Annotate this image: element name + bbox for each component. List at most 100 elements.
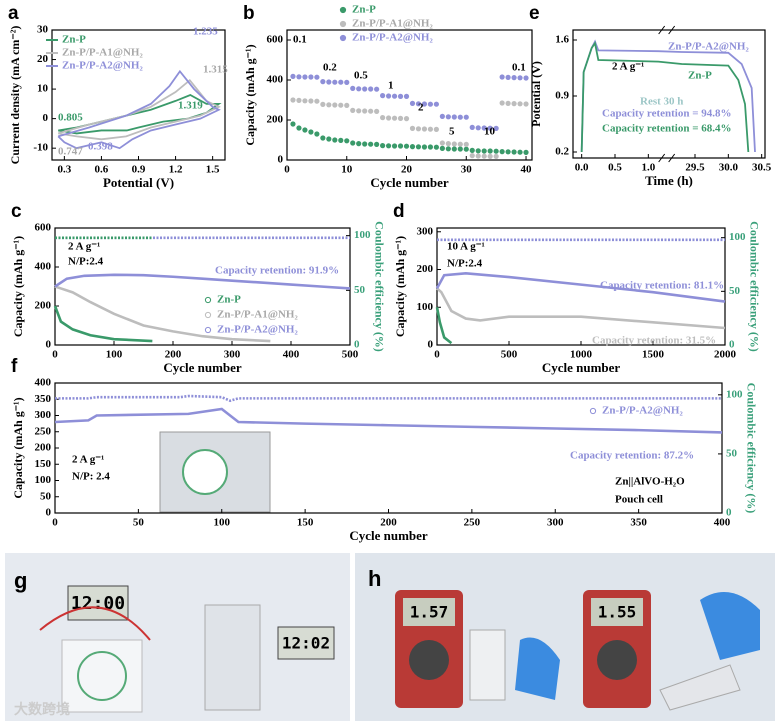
data-point [403,93,410,99]
dial [597,640,637,680]
data-point [409,125,416,131]
pouch-cell [61,639,143,713]
x-axis-label: Potential (V) [103,175,174,190]
annotation: 2 A g⁻¹ [68,241,100,253]
x-tick-label: 0.3 [57,164,71,176]
data-point [368,141,374,147]
data-point [356,108,362,114]
x-tick-label: 1.5 [206,164,220,176]
data-point [332,79,338,85]
data-point [523,75,529,81]
y-tick-label: 10 [37,83,49,95]
data-point [338,102,344,108]
y-tick-label: 400 [35,261,52,273]
data-point [499,149,505,155]
data-point [391,115,398,121]
data-point [338,137,344,143]
y-tick-label: 50 [40,490,52,502]
x-tick-label: 300 [224,349,241,361]
x-tick-label: 30.0 [719,162,739,174]
x-tick-label: 1.2 [169,164,183,176]
data-point [296,74,302,80]
y2-tick-label: 0 [729,339,735,351]
x-tick-label: 0 [434,349,440,361]
data-point [493,153,499,159]
x-tick-label: 40 [521,164,533,176]
annotation: 2 A g⁻¹ [612,61,644,73]
chart: 0 50 100 150 200 250 300 350 4000501001502002503… [11,356,759,543]
legend-symbol [339,20,347,28]
data-point [290,73,296,79]
y-tick-label: 400 [267,74,284,86]
data-point [296,125,302,131]
voltage-text: 1.55 [598,603,637,622]
x-axis-label: Cycle number [370,175,449,190]
data-line [54,273,351,290]
data-point [344,138,350,144]
legend-symbol [589,407,597,415]
annotation: 0.747 [58,146,83,158]
logo [77,651,127,701]
data-point [356,86,362,92]
data-point [451,141,457,147]
data-point [302,127,308,133]
data-point [427,101,434,107]
data-point [391,93,398,99]
x-tick-label: 30.5 [752,162,772,174]
data-point [403,116,410,122]
data-point [421,101,428,107]
data-line [54,285,271,343]
y-axis-label: Capacity (mAh g⁻¹) [11,397,25,498]
annotation: Capacity retention = 68.4% [602,123,732,135]
panel-label: c [11,201,22,222]
annotation: 1.235 [193,26,218,38]
annotation: 1.315 [203,64,228,76]
legend-symbol [204,296,212,304]
x-axis-label: Cycle number [542,360,621,375]
data-point [487,153,493,159]
y-tick-label: 0 [428,339,434,351]
x-tick-label: 0.6 [95,164,109,176]
panel-label: f [11,356,18,377]
data-point [523,101,529,107]
data-point [469,124,475,130]
panel-label: h [368,566,381,591]
data-point [302,74,308,80]
data-line [435,271,726,303]
plot-frame [286,29,533,161]
data-point [302,98,308,104]
clock-text: 12:02 [282,634,330,653]
x-tick-label: 0 [52,517,58,529]
data-point [511,101,517,107]
legend-label: Zn-P/P-A2@NH₂ [352,32,433,44]
dial [409,640,449,680]
legend-symbol [339,6,347,14]
data-point [475,125,481,131]
y-tick-label: 20 [37,53,49,65]
legend-symbol [339,34,347,42]
data-point [427,126,434,132]
data-point [368,108,374,114]
data-point [463,141,469,147]
data-point [391,143,398,149]
data-point [481,125,487,131]
annotation: 0.1 [293,34,307,46]
x-tick-label: 1.0 [641,162,655,174]
photo-h: 1.57 1.55 h [355,553,775,721]
annotation: Capacity retention: 87.2% [570,450,694,462]
annotation: Pouch cell [615,494,663,506]
y-tick-label: 0.9 [555,90,569,102]
data-point [385,93,392,99]
y-tick-label: 200 [35,300,52,312]
data-line [54,407,723,434]
y-tick-label: -10 [33,142,48,154]
data-point [380,143,386,149]
legend-symbol [204,311,212,319]
data-point [290,121,296,127]
x-tick-label: 350 [630,517,647,529]
data-point [427,144,434,150]
data-point [356,141,362,147]
annotation: 1 [388,80,394,92]
data-point [469,147,475,153]
